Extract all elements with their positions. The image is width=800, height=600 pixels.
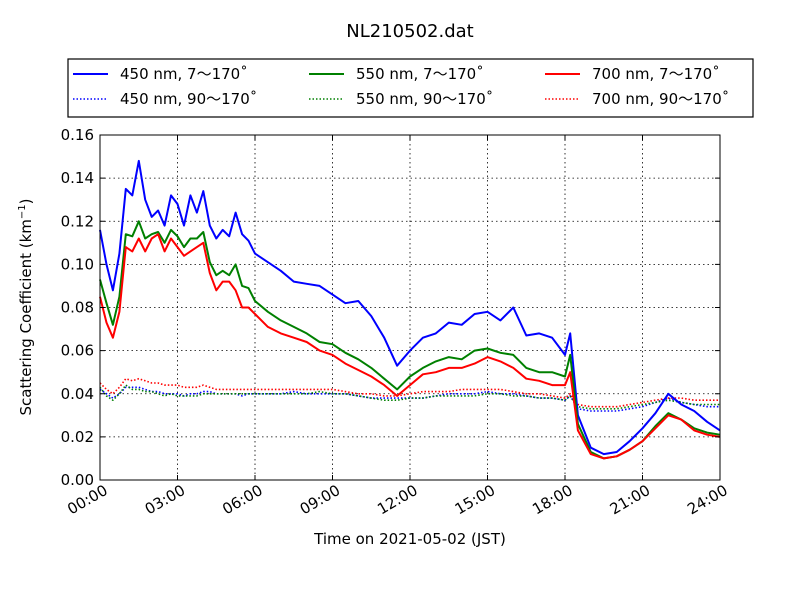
y-tick-label: 0.04: [61, 385, 94, 403]
legend-label: 550 nm, 90～170˚: [356, 90, 493, 108]
series-line: [99, 159, 721, 456]
series-line: [99, 386, 720, 412]
y-tick-label: 0.02: [61, 428, 94, 446]
legend-label: 450 nm, 90～170˚: [120, 90, 257, 108]
series-line: [99, 384, 720, 410]
y-tick-label: 0.10: [61, 255, 94, 273]
y-axis-label: Scattering Coefficient (km−1): [17, 198, 35, 415]
y-tick-label: 0.16: [61, 126, 94, 144]
legend-label: 700 nm, 7～170˚: [592, 65, 720, 83]
y-tick-label: 0.00: [61, 471, 94, 489]
y-tick-label: 0.12: [61, 212, 94, 230]
legend-label: 450 nm, 7～170˚: [120, 65, 248, 83]
y-axis-label-main: Scattering Coefficient (km: [17, 219, 35, 415]
legend-box: [67, 58, 754, 118]
x-axis-label: Time on 2021-05-02 (JST): [313, 530, 506, 548]
y-tick-label: 0.06: [61, 342, 94, 360]
grid: [100, 135, 720, 480]
ticks: [99, 134, 721, 481]
y-tick-labels: 0.00 0.02 0.04 0.06 0.08 0.10 0.12 0.14 0.16: [61, 126, 94, 489]
series-line: [99, 233, 721, 460]
chart-title: NL210502.dat: [346, 21, 473, 42]
legend-label: 550 nm, 7～170˚: [356, 65, 484, 83]
y-tick-label: 0.08: [61, 299, 94, 317]
series-line: [99, 377, 720, 408]
series-layer: [99, 159, 721, 460]
legend-label: 700 nm, 90～170˚: [592, 90, 729, 108]
y-axis-label-close: ): [17, 198, 35, 204]
legend: 450 nm, 7～170˚ 550 nm, 7～170˚ 700 nm, 7～17…: [67, 58, 754, 118]
series-line: [99, 220, 721, 460]
y-tick-label: 0.14: [61, 169, 94, 187]
y-axis-label-sup: −1: [17, 204, 28, 219]
plot-area: [99, 134, 721, 481]
